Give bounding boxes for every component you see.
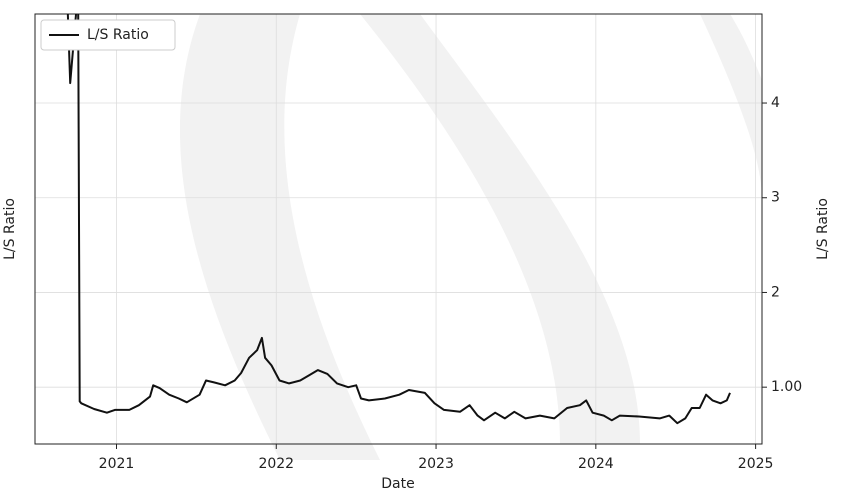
legend-box	[40, 19, 176, 51]
y2-axis-label: L/S Ratio	[815, 198, 831, 260]
legend-label: L/S Ratio	[87, 27, 149, 43]
y-axis-label: L/S Ratio	[2, 198, 18, 260]
x-tick-label: 2021	[99, 456, 135, 472]
x-axis-label: Date	[381, 476, 414, 492]
y2-tick-label: 3	[771, 190, 780, 206]
x-tick-label: 2022	[258, 456, 294, 472]
y2-tick-label: 4	[771, 95, 780, 111]
x-tick-label: 2024	[578, 456, 614, 472]
legend: L/S Ratio	[40, 19, 176, 51]
watermark	[179, 14, 762, 460]
x-tick-label: 2023	[418, 456, 454, 472]
y2-tick-label: 1.00	[771, 379, 802, 395]
data-line	[66, 14, 731, 425]
x-tick-label: 2025	[738, 456, 774, 472]
y2-tick-label: 2	[771, 284, 780, 300]
plot-frame	[34, 13, 763, 445]
